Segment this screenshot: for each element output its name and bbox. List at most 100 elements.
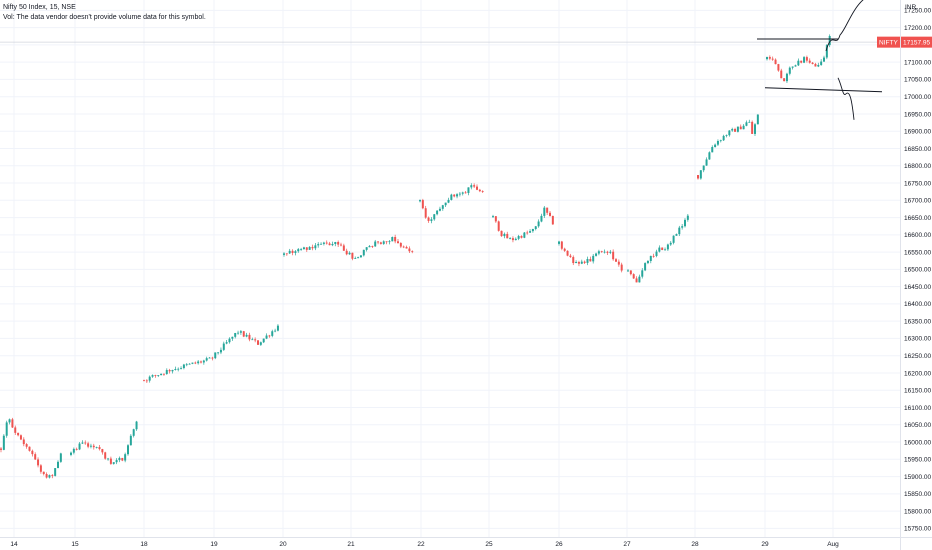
x-tick-label: 26 [555,541,563,548]
y-tick-label: 15750.00 [904,526,931,533]
y-tick-label: 16950.00 [904,111,931,118]
candle-up [219,349,222,353]
candle-down [589,258,592,262]
candle-up [234,332,237,337]
candle-up [208,357,211,359]
x-tick-label: 25 [485,541,493,548]
candle-up [649,255,652,261]
candle-up [265,335,268,339]
candle-down [697,175,699,179]
y-tick-label: 16050.00 [904,422,931,429]
y-tick-label: 16850.00 [904,146,931,153]
candle-up [716,141,719,145]
candle-down [104,452,107,459]
candle-up [728,130,731,136]
y-tick-label: 16000.00 [904,439,931,446]
candle-up [72,448,75,453]
candle-down [377,241,380,243]
time-axis[interactable]: 14 15 18 19 20 21 22 25 26 27 28 29 Aug [10,541,839,548]
x-tick-label: 19 [210,541,218,548]
candle-up [354,258,357,259]
candle-down [424,208,427,218]
candle-down [560,241,563,249]
candle-up [217,352,220,354]
candle-down [549,212,551,216]
candle-up [558,241,560,244]
candle-up [174,369,177,370]
y-tick-label: 15900.00 [904,474,931,481]
y-tick-label: 17100.00 [904,59,931,66]
candle-up [357,257,360,259]
candle-down [464,192,467,194]
candle-up [271,331,274,336]
candle-down [328,243,331,246]
chart-header: Nifty 50 Index, 15, NSE Vol: The data ve… [3,3,206,23]
candle-down [162,373,165,375]
candle-up [641,270,644,277]
candle-down [739,126,742,130]
candle-down [337,242,340,245]
candle-up [803,57,806,63]
candle-up [334,242,337,244]
candle-down [411,251,414,253]
candle-up [368,246,371,248]
x-tick-label: 27 [623,541,631,548]
candle-up [543,207,546,216]
candle-up [314,245,317,249]
candle-down [31,450,34,455]
candle-up [331,243,334,246]
candle-down [405,246,408,249]
candle-down [453,194,456,197]
candle-down [563,248,566,251]
x-tick-label: Aug [827,541,839,548]
currency-label: INR [905,4,917,11]
x-tick-label: 18 [140,541,148,548]
candle-down [254,339,257,341]
candle-up [523,232,526,238]
y-tick-label: 16900.00 [904,129,931,136]
candle-up [317,244,320,246]
y-tick-label: 16500.00 [904,267,931,274]
candle-down [774,59,777,65]
candle-down [19,435,22,440]
candle-down [617,261,620,265]
candle-down [577,261,580,264]
candle-down [569,255,572,258]
candle-down [268,335,271,337]
candle-up [388,241,391,243]
y-tick-label: 15800.00 [904,508,931,515]
candle-up [171,369,174,372]
candle-up [419,200,421,202]
candle-down [751,121,754,134]
candle-up [754,124,756,134]
candle-up [450,194,453,200]
y-tick-label: 16150.00 [904,388,931,395]
candle-down [257,340,259,345]
candle-up [603,251,606,253]
candle-up [456,194,459,197]
candle-up [433,214,436,220]
candle-up [239,331,242,333]
candle-down [242,331,245,337]
y-tick-label: 16600.00 [904,232,931,239]
candle-up [711,147,714,153]
price-badge: NIFTY 17157.95 [877,36,932,48]
candle-up [374,241,377,247]
candle-down [768,57,771,59]
candle-up [592,255,595,262]
symbol-title[interactable]: Nifty 50 Index, 15, NSE [3,4,76,11]
candle-up [225,342,228,344]
candle-up [461,192,464,194]
candle-up [686,215,689,220]
candle-up [245,334,248,337]
candle-up [638,276,641,283]
candle-up [362,249,365,256]
candle-up [2,435,5,450]
candle-down [14,427,17,433]
candle-up [797,60,800,66]
candle-down [511,238,514,241]
candle-up [719,140,722,142]
x-tick-label: 14 [10,541,18,548]
candle-up [251,339,254,341]
